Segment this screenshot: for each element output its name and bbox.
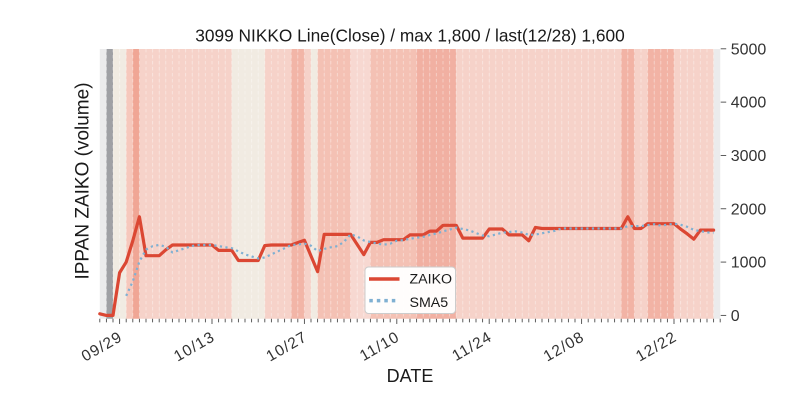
- svg-text:0: 0: [731, 308, 740, 325]
- svg-text:3000: 3000: [731, 148, 767, 165]
- svg-text:3099 NIKKO Line(Close) / max 1: 3099 NIKKO Line(Close) / max 1,800 / las…: [195, 26, 624, 46]
- svg-text:SMA5: SMA5: [410, 295, 449, 311]
- svg-text:1000: 1000: [731, 255, 767, 272]
- svg-text:DATE: DATE: [387, 366, 434, 386]
- svg-text:ZAIKO: ZAIKO: [410, 272, 453, 288]
- svg-text:IPPAN ZAIKO (volume): IPPAN ZAIKO (volume): [73, 82, 94, 279]
- svg-text:5000: 5000: [731, 41, 767, 58]
- svg-text:4000: 4000: [731, 95, 767, 112]
- svg-text:2000: 2000: [731, 201, 767, 218]
